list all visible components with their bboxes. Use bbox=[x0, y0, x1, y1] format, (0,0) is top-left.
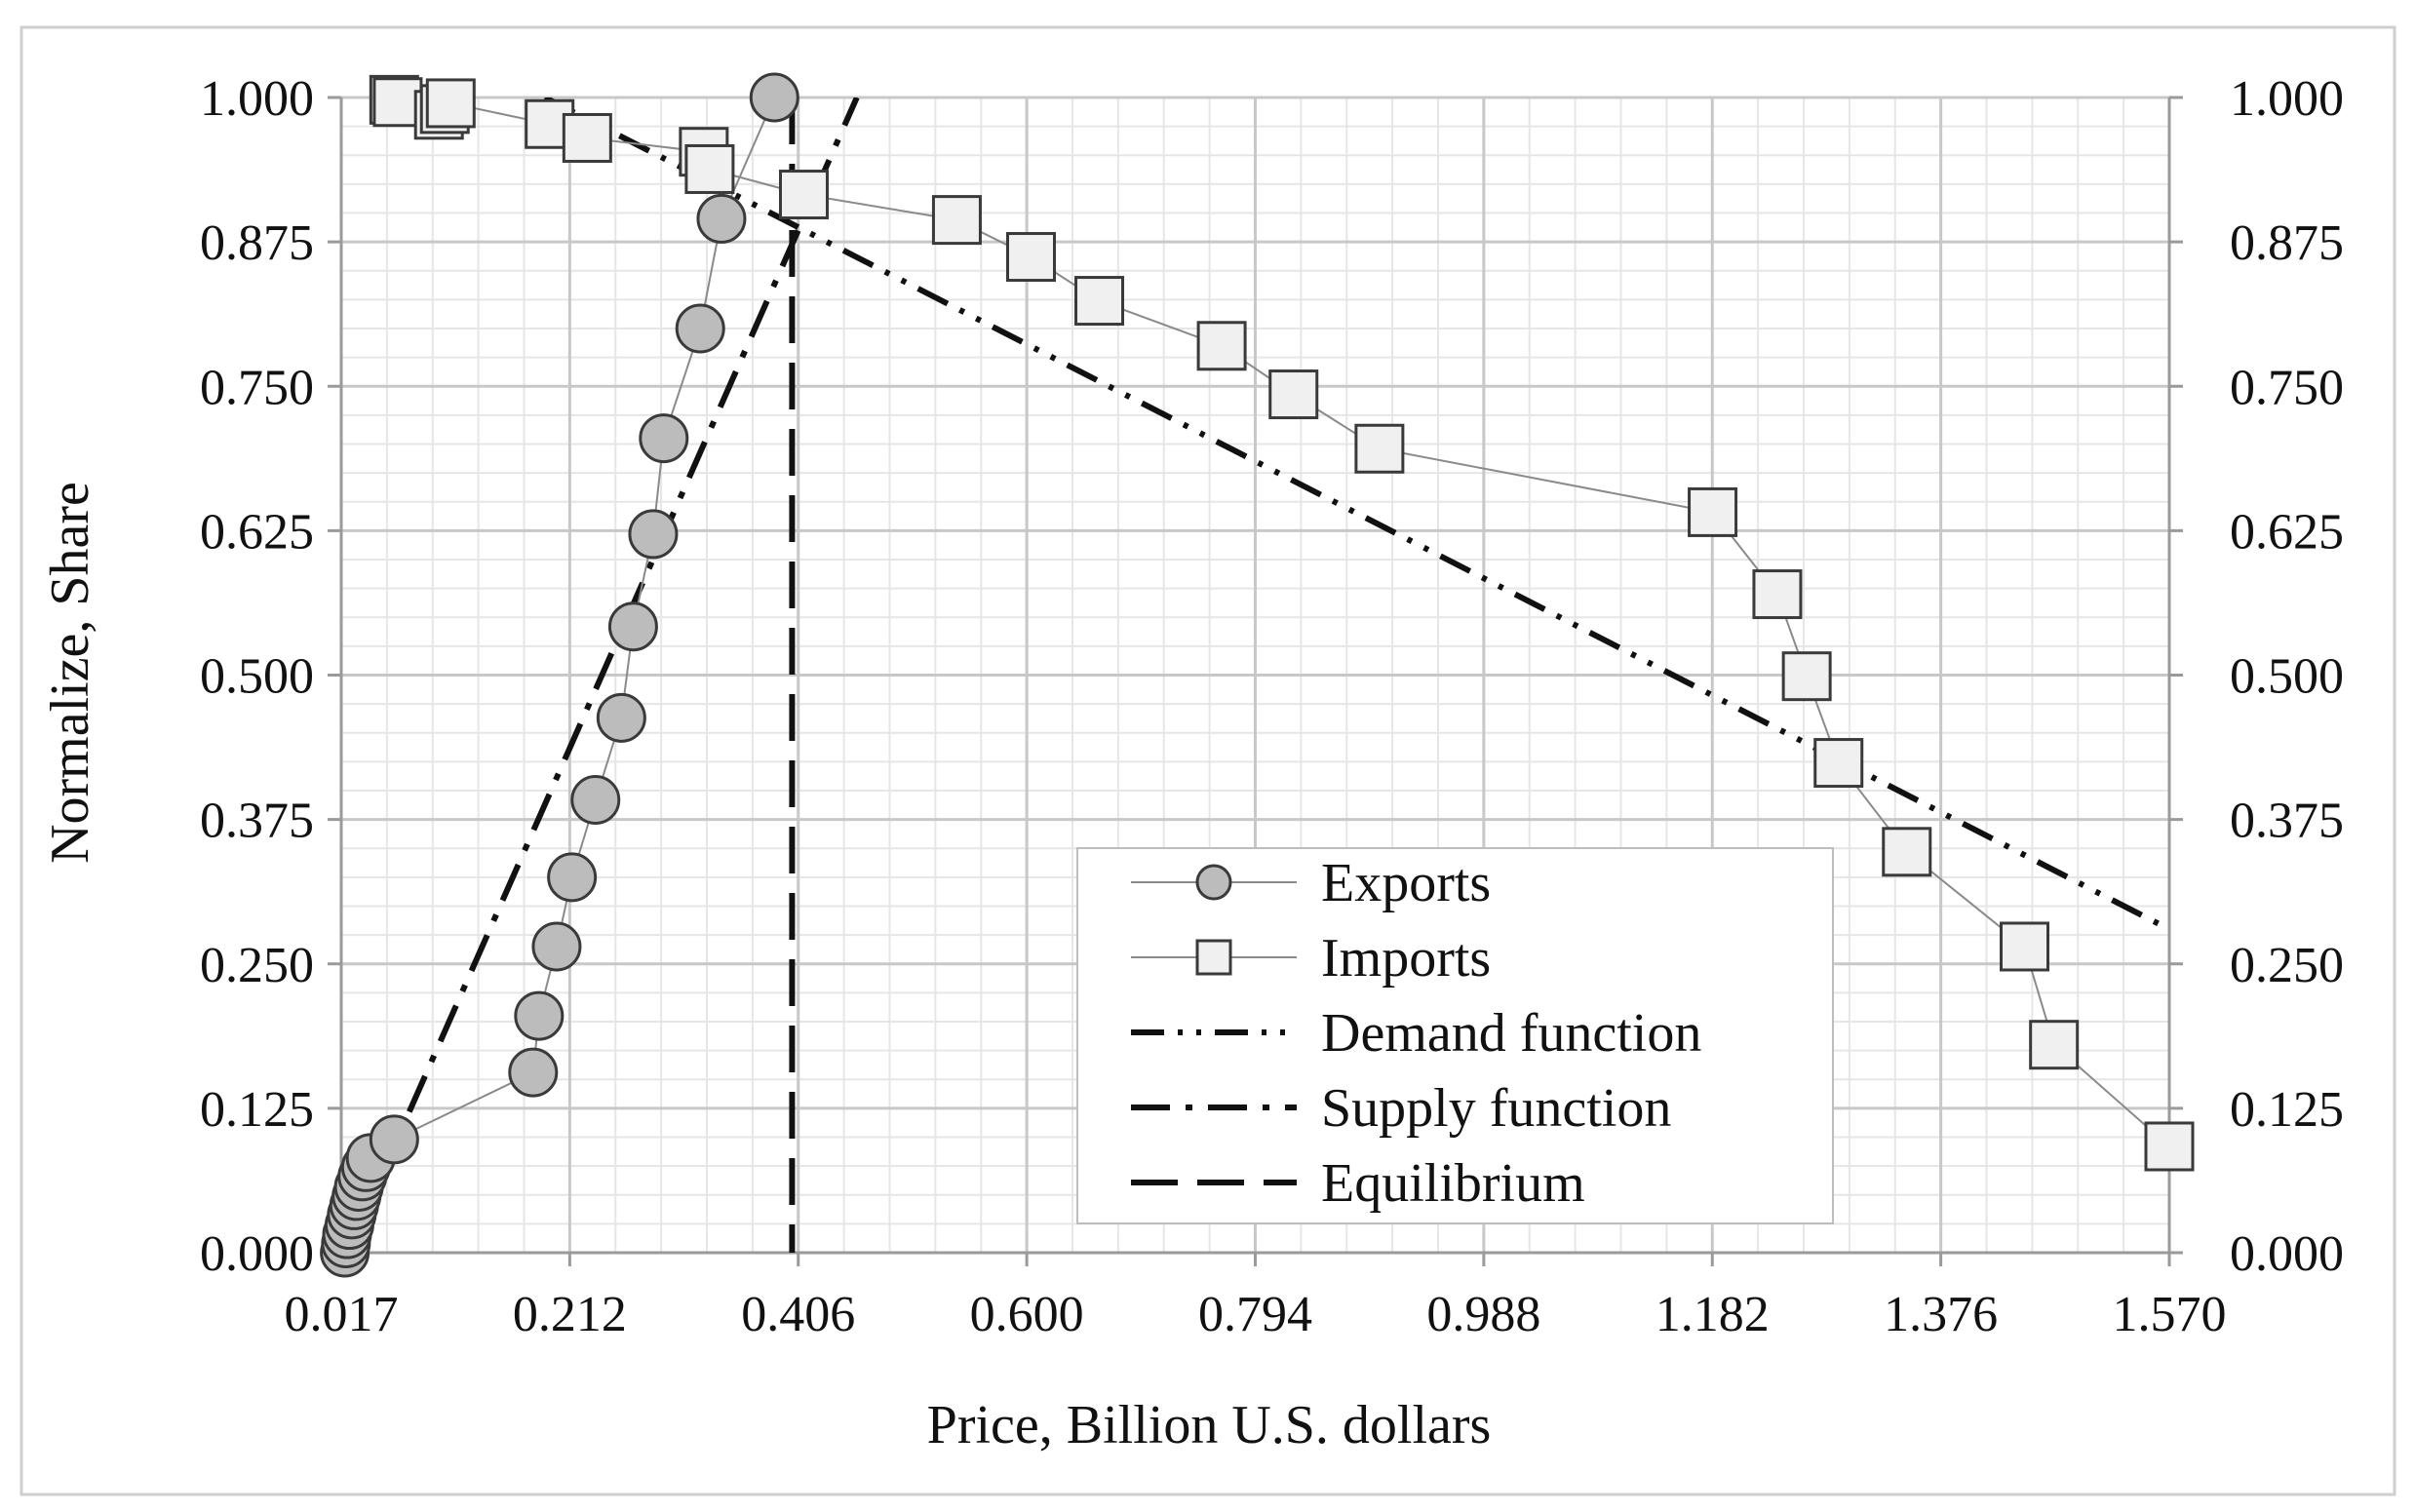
x-tick-label: 0.406 bbox=[741, 1287, 855, 1342]
exports-point bbox=[639, 413, 689, 464]
x-tick-label: 0.600 bbox=[970, 1287, 1084, 1342]
legend-imports-label: Imports bbox=[1321, 928, 1491, 989]
x-tick-label: 1.570 bbox=[2113, 1287, 2227, 1342]
imports-point bbox=[1196, 321, 1247, 371]
y-tick-label-right: 0.500 bbox=[2230, 649, 2344, 705]
imports-point bbox=[931, 195, 982, 246]
imports-point bbox=[1688, 486, 1738, 537]
exports-point bbox=[514, 990, 565, 1041]
y-tick-label-left: 0.000 bbox=[200, 1226, 314, 1282]
y-tick-label-left: 0.875 bbox=[200, 215, 314, 271]
legend: Exports Imports Demand function Supply func… bbox=[1076, 847, 1834, 1224]
imports-point bbox=[1813, 738, 1864, 789]
y-tick-label-right: 0.000 bbox=[2230, 1226, 2344, 1282]
exports-point bbox=[369, 1114, 419, 1165]
exports-point bbox=[628, 509, 679, 560]
exports-point bbox=[675, 303, 725, 354]
x-tick-label: 1.182 bbox=[1655, 1287, 1770, 1342]
y-tick-label-right: 0.750 bbox=[2230, 360, 2344, 415]
exports-point bbox=[570, 774, 621, 825]
legend-box bbox=[1076, 847, 1834, 1224]
x-tick-label: 0.988 bbox=[1426, 1287, 1540, 1342]
axes bbox=[328, 96, 2183, 1266]
y-axis-title: Normalize, Share bbox=[40, 482, 100, 864]
imports-point bbox=[1354, 423, 1405, 474]
exports-point bbox=[696, 193, 747, 244]
y-tick-label-right: 0.125 bbox=[2230, 1082, 2344, 1138]
legend-imports-marker bbox=[1195, 939, 1232, 976]
x-tick-label: 0.017 bbox=[285, 1287, 399, 1342]
exports-point bbox=[607, 601, 658, 652]
y-tick-label-left: 1.000 bbox=[200, 71, 314, 127]
legend-equilibrium-label: Equilibrium bbox=[1321, 1153, 1585, 1214]
imports-point bbox=[1268, 369, 1319, 420]
y-tick-label-right: 0.250 bbox=[2230, 938, 2344, 993]
y-tick-label-left: 0.125 bbox=[200, 1082, 314, 1138]
demand-function-line bbox=[543, 97, 2169, 932]
y-tick-label-left: 0.250 bbox=[200, 938, 314, 993]
y-tick-label-right: 0.875 bbox=[2230, 215, 2344, 271]
imports-point bbox=[425, 78, 476, 129]
imports-point bbox=[1074, 276, 1125, 327]
imports-point bbox=[1781, 651, 1832, 702]
y-tick-label-right: 1.000 bbox=[2230, 71, 2344, 127]
imports-point bbox=[562, 112, 612, 163]
x-axis-title: Price, Billion U.S. dollars bbox=[927, 1395, 1492, 1455]
imports-point bbox=[1999, 921, 2049, 972]
y-tick-label-left: 0.750 bbox=[200, 360, 314, 415]
imports-point bbox=[2144, 1121, 2195, 1172]
imports-point bbox=[778, 170, 829, 220]
exports-point bbox=[508, 1047, 559, 1098]
imports-point bbox=[1006, 232, 1057, 283]
exports-point bbox=[749, 72, 799, 123]
legend-supply-function-label: Supply function bbox=[1321, 1078, 1671, 1139]
legend-exports-label: Exports bbox=[1321, 853, 1491, 913]
imports-point bbox=[1882, 827, 1932, 877]
imports-point bbox=[684, 143, 735, 194]
exports-point bbox=[547, 852, 598, 903]
legend-demand-function-label: Demand function bbox=[1321, 1003, 1701, 1064]
x-tick-label: 0.212 bbox=[513, 1287, 627, 1342]
exports-point bbox=[531, 921, 582, 972]
x-tick-label: 1.376 bbox=[1884, 1287, 1998, 1342]
x-tick-label: 0.794 bbox=[1198, 1287, 1312, 1342]
tick-labels: 0.000 0.125 0.250 0.375 0.500 0.625 0.750 0.875… bbox=[200, 71, 2344, 1342]
exports-point bbox=[596, 692, 646, 743]
y-tick-label-right: 0.375 bbox=[2230, 794, 2344, 849]
imports-point bbox=[1752, 569, 1803, 620]
series-marks bbox=[320, 72, 2195, 1278]
function-lines bbox=[344, 97, 2169, 1253]
y-tick-label-right: 0.625 bbox=[2230, 504, 2344, 560]
legend-exports-marker bbox=[1195, 864, 1232, 901]
y-tick-label-left: 0.625 bbox=[200, 504, 314, 560]
y-tick-label-left: 0.500 bbox=[200, 649, 314, 705]
y-tick-label-left: 0.375 bbox=[200, 794, 314, 849]
supply-function-line bbox=[344, 97, 860, 1253]
imports-point bbox=[2029, 1020, 2080, 1070]
